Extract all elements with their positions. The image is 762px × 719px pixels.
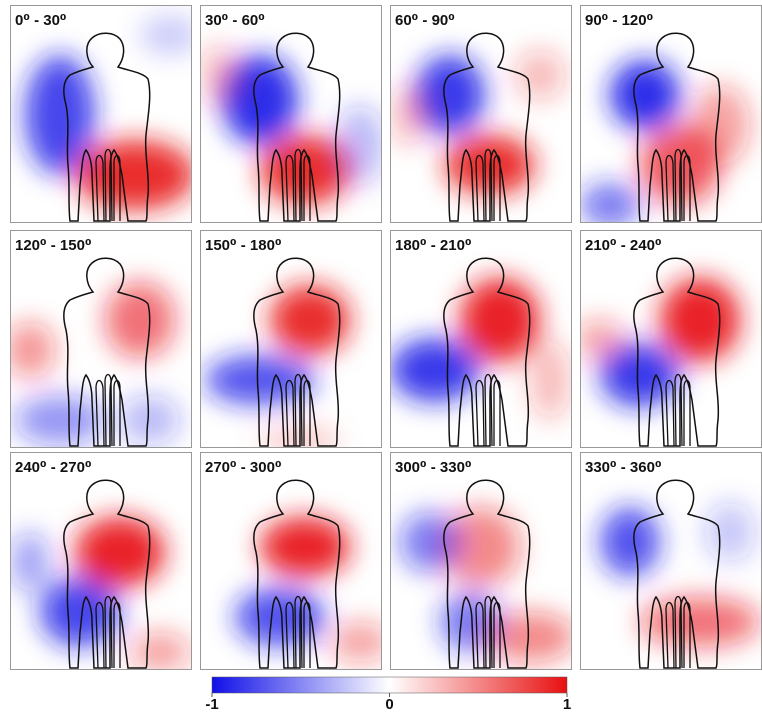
heat-blob [120, 395, 180, 445]
panel-title: 30⁰ - 60⁰ [205, 12, 265, 29]
colorbar-gradient [211, 676, 568, 694]
heat-blob [10, 322, 55, 378]
panel-title: 240⁰ - 270⁰ [15, 459, 92, 476]
heat-blob [610, 60, 680, 130]
panel: 270⁰ - 300⁰ [200, 452, 382, 670]
heat-blob [25, 55, 95, 175]
heat-blob [75, 140, 192, 210]
panel-border [200, 452, 382, 670]
heatmap [200, 45, 382, 205]
panel-title: 150⁰ - 180⁰ [205, 237, 282, 254]
heatmap [580, 60, 750, 223]
heatmap [25, 15, 192, 210]
panel: 120⁰ - 150⁰ [10, 230, 192, 448]
heat-blob [390, 338, 480, 402]
colorbar-tick-label: 1 [563, 696, 571, 713]
heat-blob [485, 612, 572, 662]
panel-border [390, 5, 572, 223]
panel: 60⁰ - 90⁰ [390, 5, 572, 223]
heat-blob [580, 183, 640, 223]
heat-blob [390, 85, 430, 145]
panel: 0⁰ - 30⁰ [10, 5, 192, 223]
heat-blob [40, 577, 120, 647]
heat-blob [130, 632, 190, 670]
heat-blob [415, 55, 485, 135]
heat-blob [330, 622, 382, 662]
colorbar: -1 0 1 [205, 676, 571, 713]
panel-title: 180⁰ - 210⁰ [395, 237, 472, 254]
panel: 330⁰ - 360⁰ [580, 452, 762, 670]
heatmap [600, 502, 760, 647]
panel-title: 330⁰ - 360⁰ [585, 459, 662, 476]
heat-blob [580, 320, 625, 360]
panel-grid: 0⁰ - 30⁰ 30⁰ - 60⁰ 60⁰ - 90⁰ 90⁰ - 120⁰ 120⁰… [10, 5, 762, 670]
heat-blob [660, 278, 740, 362]
panel-title: 60⁰ - 90⁰ [395, 12, 455, 29]
panel-title: 210⁰ - 240⁰ [585, 237, 662, 254]
heat-blob [260, 517, 350, 577]
panel: 240⁰ - 270⁰ [10, 452, 192, 670]
panel-title: 270⁰ - 300⁰ [205, 459, 282, 476]
panel-title: 0⁰ - 30⁰ [15, 12, 67, 29]
heat-blob [705, 502, 755, 562]
colorbar-tick-label: -1 [205, 696, 218, 713]
heat-blob [690, 85, 750, 165]
heat-blob [335, 105, 382, 185]
heat-blob [600, 343, 680, 407]
panel-border [390, 230, 572, 448]
panel: 210⁰ - 240⁰ [580, 230, 762, 448]
heat-blob [15, 395, 105, 445]
heat-blob [640, 597, 760, 647]
heat-blob [600, 507, 660, 577]
panel-border [10, 230, 192, 448]
colorbar-tick-label: 0 [385, 696, 393, 713]
panel-border [10, 452, 192, 670]
heatmap [10, 282, 180, 445]
panel: 300⁰ - 330⁰ [390, 452, 572, 670]
heat-blob [105, 282, 175, 358]
heat-blob [530, 340, 570, 420]
heat-blob [400, 512, 460, 572]
panel-border [390, 452, 572, 670]
panel: 180⁰ - 210⁰ [390, 230, 572, 448]
heat-blob [75, 517, 165, 587]
panel-border [200, 5, 382, 223]
heat-blob [440, 507, 520, 587]
heat-blob [270, 285, 350, 355]
panel-border [10, 5, 192, 223]
panel-title: 120⁰ - 150⁰ [15, 237, 92, 254]
heatmap [205, 285, 350, 448]
heat-blob [10, 532, 50, 592]
panel: 90⁰ - 120⁰ [580, 5, 762, 223]
heatmap [10, 517, 190, 670]
heatmap [580, 278, 740, 407]
heat-blob [205, 355, 315, 405]
panel-title: 300⁰ - 330⁰ [395, 459, 472, 476]
panel: 30⁰ - 60⁰ [200, 5, 382, 223]
heat-blob [140, 15, 192, 55]
panel: 150⁰ - 180⁰ [200, 230, 382, 448]
heat-blob [222, 55, 298, 145]
panel-title: 90⁰ - 120⁰ [585, 12, 653, 29]
heat-blob [200, 45, 240, 105]
heat-blob [515, 50, 565, 100]
panel-border [200, 230, 382, 448]
